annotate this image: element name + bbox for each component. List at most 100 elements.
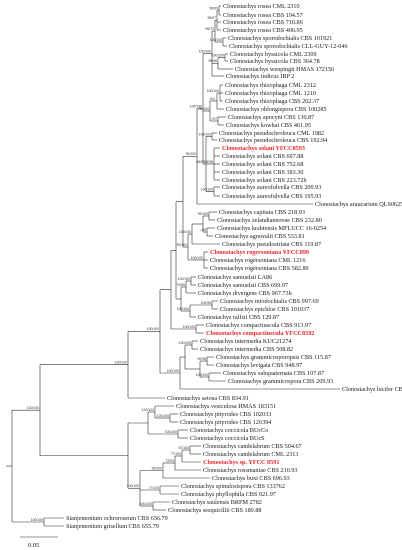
- support-value: 100/100: [178, 277, 190, 281]
- support-value: 100/100: [177, 307, 189, 311]
- scale-bar: 0.05: [20, 536, 58, 549]
- taxon-label: Clonostachys pseudochroleuca CBS 192.94: [219, 137, 327, 144]
- taxon-label: Clonostachys samuelsii LA86: [198, 274, 272, 281]
- taxon-label: Clonostachys candelabrum CBS 504.67: [203, 443, 302, 450]
- support-value: 99/100: [177, 243, 187, 247]
- taxon-label: Clonostachys solani CBS 183.30: [222, 169, 303, 176]
- taxon-label: Clonostachys rhizophaga CBS 202.37: [225, 98, 319, 105]
- support-values: 99/99 98/97 100/100 96/72 100/100 96/96 100/10…: [27, 6, 224, 522]
- taxon-label: Stanjemonium ochroroseum CBS 656.79: [66, 515, 168, 522]
- support-value: 100/100: [201, 187, 213, 191]
- taxon-label: Clonostachys setosa CBS 834.91: [167, 395, 249, 402]
- taxon-label: Clonostachys rhizophaga CML 1210: [225, 90, 316, 97]
- taxon-label-highlighted: Clonostachys rogersoniana YFCC899: [210, 249, 309, 256]
- taxon-label: Clonostachys capitata CBS 218.93: [219, 209, 305, 216]
- taxon-label: Clonostachys zelandiaenovae CBS 232.80: [217, 217, 322, 224]
- taxon-label: Clonostachys levigata CBS 948.97: [216, 362, 302, 369]
- taxon-label: Clonostachys saulensis BRFM 2782: [172, 499, 262, 506]
- support-value: 98/97: [208, 16, 217, 20]
- taxon-label: Stanjemonium grisellum CBS 655.79: [66, 523, 159, 530]
- taxon-label: Clonostachys agrawalii CBS 533.81: [215, 233, 305, 240]
- support-value: 99/100: [199, 107, 209, 111]
- taxon-label: Clonostachys indicus IBP 2: [226, 73, 294, 80]
- taxon-labels: Clonostachys rosea CML 2310 Clonostachys …: [66, 3, 402, 530]
- taxon-label: Clonostachys aureofulvella CBS 200.93: [222, 184, 321, 191]
- support-value: 96/72: [206, 27, 215, 31]
- support-value: 99/100: [152, 466, 162, 470]
- support-value: 99/100: [198, 212, 208, 216]
- taxon-label: Clonostachys pseudochroleuca CML 1982: [219, 130, 324, 137]
- support-value: 100/100: [196, 373, 208, 377]
- taxon-label: Clonostachys rogersoniana CML 1216: [210, 257, 306, 264]
- taxon-label: Clonostachys araucarium QLS0625clo: [315, 201, 402, 208]
- support-value: 100/100: [27, 406, 39, 410]
- support-value: 62/-: [210, 97, 216, 101]
- taxon-label: Clonostachys vesiculosa HMAS 183151: [176, 403, 276, 410]
- support-value: 100/96: [201, 301, 211, 305]
- taxon-label: Clonostachys pityrodes CBS 126394: [180, 419, 271, 426]
- taxon-label: Clonostachys sporodochialis CBS 101921: [228, 35, 332, 42]
- taxon-label-highlighted: Clonostachys solani YFCC8593: [222, 145, 305, 152]
- taxon-label: Clonostachys sesquicillii CBS 180.88: [168, 507, 262, 514]
- support-value: 100/100: [183, 325, 195, 329]
- scale-bar-label: 0.05: [28, 542, 39, 549]
- taxon-label: Clonostachys rosea CBS 710.86: [223, 19, 303, 26]
- taxon-label: Clonostachys byssicola CBS 364.78: [230, 58, 320, 65]
- taxon-label: Clonostachys subquaternata CBS 107.87: [223, 370, 324, 377]
- support-value: 100/100: [179, 341, 191, 345]
- taxon-label: Clonostachys intermedia KUC21274: [200, 338, 291, 345]
- taxon-label: Clonostachys kowhai CBS 461.95: [226, 122, 311, 129]
- taxon-label: Clonostachys rogersoniana CBS 582.89: [210, 265, 309, 272]
- taxon-label: Clonostachys aureofulvella CBS 195.93: [222, 193, 321, 200]
- support-value: 85/93: [197, 160, 206, 164]
- support-value: 100/100: [157, 414, 169, 418]
- support-value: 100/100: [199, 49, 211, 53]
- support-value: 87/100: [179, 446, 189, 450]
- taxon-label: Clonostachys epichloe CBS 101037: [220, 306, 309, 313]
- taxon-label: Clonostachys intermedia CBS 508.82: [200, 346, 293, 353]
- taxon-label: Clonostachys apocyni CBS 130.87: [228, 114, 314, 121]
- support-value: 100/100: [212, 53, 224, 57]
- support-value: 100/100: [179, 230, 191, 234]
- taxon-label: Clonostachys coccicola BUcCo: [190, 427, 268, 434]
- support-value: 99/100: [186, 152, 196, 156]
- support-value: 100/100: [190, 105, 202, 109]
- support-value: 100/100: [140, 502, 152, 506]
- support-value: 94/98: [205, 160, 214, 164]
- taxon-label: Clonostachys krabiensis MFLUCC 16-0254: [217, 225, 326, 232]
- support-value: 100/100: [31, 518, 43, 522]
- taxon-label: Clonostachys rosea CBS 194.57: [223, 12, 303, 19]
- taxon-label: Clonostachys candelabrum CML 2313: [203, 451, 299, 458]
- support-value: 100/100: [167, 369, 179, 373]
- support-value: 77/100: [171, 452, 181, 456]
- support-value: -/69: [200, 228, 206, 232]
- taxon-label: Clonostachys rosea CBS 406.95: [223, 27, 303, 34]
- taxon-label: Clonostachys sporodochialis CLL-GUY-12-0…: [229, 43, 348, 50]
- taxon-label: Clonostachys buxi CBS 696.93: [212, 475, 290, 482]
- taxon-label: Clonostachys spinulosispora CBS 133762: [181, 483, 285, 490]
- taxon-label: Clonostachys oblongispora CBS 100285: [226, 106, 327, 113]
- taxon-label: Clonostachys grammicospora CBS 209.93: [228, 378, 333, 385]
- support-value: 100/100: [191, 256, 203, 260]
- taxon-label: Clonostachys samuelsii CBS 699.97: [198, 282, 288, 289]
- taxon-label: Clonostachys rosea CML 2310: [223, 3, 300, 10]
- support-value: 100/100: [207, 89, 219, 93]
- taxon-label: Clonostachys coccicola BUcS: [190, 435, 265, 442]
- taxon-label: Clonostachys solani CBS 752.68: [222, 161, 303, 168]
- taxon-label: Clonostachys phyllophila CBS 921.97: [181, 491, 276, 498]
- support-value: 100/100: [210, 38, 222, 42]
- support-value: 99/99: [210, 6, 219, 10]
- taxon-label: Clonostachys miodochialis CBS 997.69: [220, 298, 319, 305]
- taxon-label: Clonostachys divergens CBS 967.73b: [198, 290, 292, 297]
- support-value: 70/89: [177, 283, 186, 287]
- support-value: -/97: [211, 117, 217, 121]
- support-value: 72/94: [166, 459, 175, 463]
- taxon-label: Clonostachys ralfsii CBS 129.87: [198, 314, 279, 321]
- taxon-label: Clonostachys solani CBS 697.88: [222, 153, 303, 160]
- taxon-label: Clonostachys byssicola CML 2309: [230, 51, 317, 58]
- taxon-label: Clonostachys wenpingii HMAS 172156: [235, 66, 334, 73]
- taxon-label-highlighted: Clonostachys compactiuscula YFCC8592: [206, 330, 314, 337]
- taxon-label: Clonostachys lucifer CBS 100008: [342, 386, 402, 393]
- support-value: 96/96: [209, 59, 218, 63]
- support-value: 100/100: [199, 132, 211, 136]
